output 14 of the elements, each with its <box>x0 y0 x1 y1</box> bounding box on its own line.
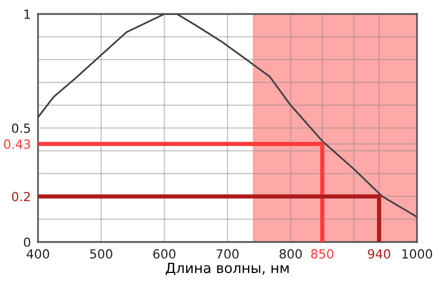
x-tick-label: 1000 <box>402 249 432 259</box>
x-tick-label: 500 <box>90 249 112 259</box>
y-tick-label: 0 <box>24 237 30 247</box>
x-tick-label: 940 <box>368 249 390 259</box>
y-tick-label: 0.5 <box>12 123 30 133</box>
y-tick-label: 1 <box>24 10 30 19</box>
x-tick-label: 850 <box>311 249 334 259</box>
x-tick-label: 600 <box>153 249 176 259</box>
x-axis-title: Длина волны, нм <box>166 262 289 276</box>
y-tick-label: 0.2 <box>12 192 30 202</box>
x-tick-label: 800 <box>280 249 302 259</box>
y-tick-label: 0.43 <box>4 139 30 149</box>
x-tick-label: 700 <box>216 249 239 259</box>
x-tick-label: 400 <box>26 249 50 259</box>
